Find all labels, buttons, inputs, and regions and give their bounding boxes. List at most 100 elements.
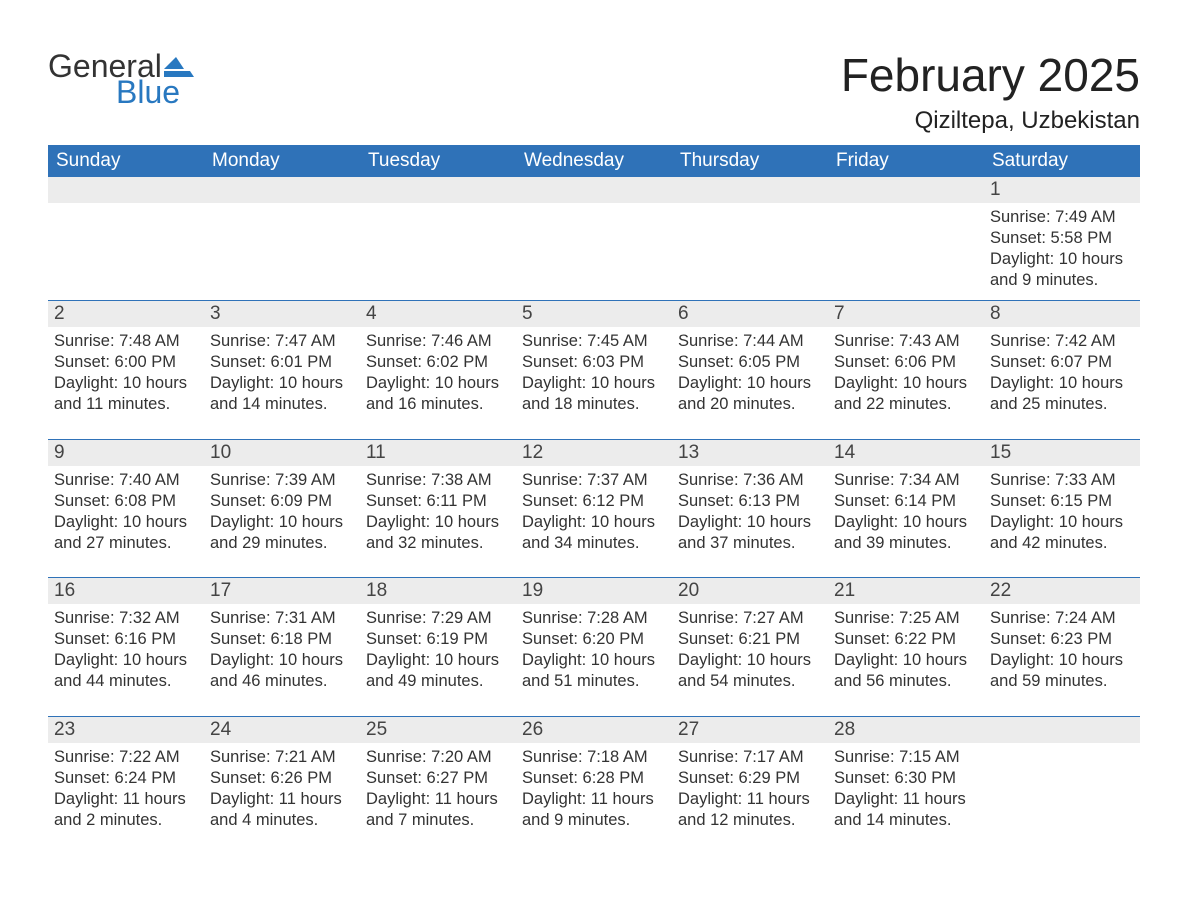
day-number: 4 (360, 301, 516, 327)
daylight-text: Daylight: 10 hours and 34 minutes. (522, 512, 666, 554)
day-cell (360, 177, 516, 301)
sunrise-text: Sunrise: 7:32 AM (54, 608, 198, 629)
sunrise-text: Sunrise: 7:42 AM (990, 331, 1134, 352)
day-info: Sunrise: 7:43 AMSunset: 6:06 PMDaylight:… (828, 327, 984, 421)
sunset-text: Sunset: 6:24 PM (54, 768, 198, 789)
daylight-text: Daylight: 10 hours and 29 minutes. (210, 512, 354, 554)
page-header: General Blue February 2025 Qiziltepa, Uz… (48, 50, 1140, 135)
day-number: 2 (48, 301, 204, 327)
daylight-text: Daylight: 11 hours and 4 minutes. (210, 789, 354, 831)
sunrise-text: Sunrise: 7:27 AM (678, 608, 822, 629)
day-number: 21 (828, 578, 984, 604)
sunset-text: Sunset: 6:13 PM (678, 491, 822, 512)
day-cell: 2Sunrise: 7:48 AMSunset: 6:00 PMDaylight… (48, 301, 204, 439)
day-cell: 10Sunrise: 7:39 AMSunset: 6:09 PMDayligh… (204, 440, 360, 578)
day-info: Sunrise: 7:42 AMSunset: 6:07 PMDaylight:… (984, 327, 1140, 421)
sunset-text: Sunset: 6:01 PM (210, 352, 354, 373)
day-number: 11 (360, 440, 516, 466)
day-info: Sunrise: 7:44 AMSunset: 6:05 PMDaylight:… (672, 327, 828, 421)
day-cell: 7Sunrise: 7:43 AMSunset: 6:06 PMDaylight… (828, 301, 984, 439)
day-cell (984, 717, 1140, 855)
day-info: Sunrise: 7:45 AMSunset: 6:03 PMDaylight:… (516, 327, 672, 421)
day-cell: 21Sunrise: 7:25 AMSunset: 6:22 PMDayligh… (828, 578, 984, 716)
sunrise-text: Sunrise: 7:40 AM (54, 470, 198, 491)
sunset-text: Sunset: 6:27 PM (366, 768, 510, 789)
sunset-text: Sunset: 5:58 PM (990, 228, 1134, 249)
sunset-text: Sunset: 6:28 PM (522, 768, 666, 789)
day-number: 25 (360, 717, 516, 743)
day-info: Sunrise: 7:28 AMSunset: 6:20 PMDaylight:… (516, 604, 672, 698)
daylight-text: Daylight: 10 hours and 11 minutes. (54, 373, 198, 415)
sunset-text: Sunset: 6:21 PM (678, 629, 822, 650)
day-cell: 6Sunrise: 7:44 AMSunset: 6:05 PMDaylight… (672, 301, 828, 439)
sunset-text: Sunset: 6:07 PM (990, 352, 1134, 373)
sunset-text: Sunset: 6:19 PM (366, 629, 510, 650)
daylight-text: Daylight: 10 hours and 9 minutes. (990, 249, 1134, 291)
sunrise-text: Sunrise: 7:43 AM (834, 331, 978, 352)
day-cell (828, 177, 984, 301)
day-info: Sunrise: 7:20 AMSunset: 6:27 PMDaylight:… (360, 743, 516, 837)
sunrise-text: Sunrise: 7:25 AM (834, 608, 978, 629)
day-info: Sunrise: 7:34 AMSunset: 6:14 PMDaylight:… (828, 466, 984, 560)
day-cell: 5Sunrise: 7:45 AMSunset: 6:03 PMDaylight… (516, 301, 672, 439)
day-info: Sunrise: 7:49 AMSunset: 5:58 PMDaylight:… (984, 203, 1140, 297)
weekday-header: Wednesday (516, 145, 672, 177)
sunset-text: Sunset: 6:16 PM (54, 629, 198, 650)
daylight-text: Daylight: 10 hours and 51 minutes. (522, 650, 666, 692)
day-cell: 15Sunrise: 7:33 AMSunset: 6:15 PMDayligh… (984, 440, 1140, 578)
day-info: Sunrise: 7:18 AMSunset: 6:28 PMDaylight:… (516, 743, 672, 837)
day-cell: 24Sunrise: 7:21 AMSunset: 6:26 PMDayligh… (204, 717, 360, 855)
sunset-text: Sunset: 6:12 PM (522, 491, 666, 512)
calendar-page: General Blue February 2025 Qiziltepa, Uz… (0, 0, 1188, 918)
calendar-body: 1Sunrise: 7:49 AMSunset: 5:58 PMDaylight… (48, 177, 1140, 855)
day-number: 9 (48, 440, 204, 466)
sunrise-text: Sunrise: 7:29 AM (366, 608, 510, 629)
day-cell: 19Sunrise: 7:28 AMSunset: 6:20 PMDayligh… (516, 578, 672, 716)
day-cell (672, 177, 828, 301)
daylight-text: Daylight: 10 hours and 14 minutes. (210, 373, 354, 415)
sunset-text: Sunset: 6:29 PM (678, 768, 822, 789)
sunset-text: Sunset: 6:23 PM (990, 629, 1134, 650)
week-row: 16Sunrise: 7:32 AMSunset: 6:16 PMDayligh… (48, 578, 1140, 716)
sunset-text: Sunset: 6:06 PM (834, 352, 978, 373)
day-number-empty (828, 177, 984, 203)
sunset-text: Sunset: 6:26 PM (210, 768, 354, 789)
day-info: Sunrise: 7:39 AMSunset: 6:09 PMDaylight:… (204, 466, 360, 560)
day-number: 3 (204, 301, 360, 327)
day-number: 8 (984, 301, 1140, 327)
weekday-header: Monday (204, 145, 360, 177)
day-cell: 9Sunrise: 7:40 AMSunset: 6:08 PMDaylight… (48, 440, 204, 578)
day-cell: 13Sunrise: 7:36 AMSunset: 6:13 PMDayligh… (672, 440, 828, 578)
sunrise-text: Sunrise: 7:49 AM (990, 207, 1134, 228)
day-cell: 4Sunrise: 7:46 AMSunset: 6:02 PMDaylight… (360, 301, 516, 439)
week-row: 9Sunrise: 7:40 AMSunset: 6:08 PMDaylight… (48, 440, 1140, 578)
sunrise-text: Sunrise: 7:31 AM (210, 608, 354, 629)
day-info: Sunrise: 7:24 AMSunset: 6:23 PMDaylight:… (984, 604, 1140, 698)
day-cell: 11Sunrise: 7:38 AMSunset: 6:11 PMDayligh… (360, 440, 516, 578)
day-info: Sunrise: 7:48 AMSunset: 6:00 PMDaylight:… (48, 327, 204, 421)
day-number-empty (48, 177, 204, 203)
day-number: 28 (828, 717, 984, 743)
calendar-table: Sunday Monday Tuesday Wednesday Thursday… (48, 145, 1140, 855)
day-cell: 14Sunrise: 7:34 AMSunset: 6:14 PMDayligh… (828, 440, 984, 578)
day-cell (204, 177, 360, 301)
daylight-text: Daylight: 10 hours and 54 minutes. (678, 650, 822, 692)
sunrise-text: Sunrise: 7:15 AM (834, 747, 978, 768)
day-info: Sunrise: 7:21 AMSunset: 6:26 PMDaylight:… (204, 743, 360, 837)
daylight-text: Daylight: 10 hours and 56 minutes. (834, 650, 978, 692)
day-info: Sunrise: 7:32 AMSunset: 6:16 PMDaylight:… (48, 604, 204, 698)
daylight-text: Daylight: 10 hours and 46 minutes. (210, 650, 354, 692)
page-subtitle: Qiziltepa, Uzbekistan (841, 107, 1140, 135)
day-cell (48, 177, 204, 301)
sunrise-text: Sunrise: 7:24 AM (990, 608, 1134, 629)
sunrise-text: Sunrise: 7:39 AM (210, 470, 354, 491)
sunset-text: Sunset: 6:11 PM (366, 491, 510, 512)
sunrise-text: Sunrise: 7:45 AM (522, 331, 666, 352)
day-number: 1 (984, 177, 1140, 203)
sunrise-text: Sunrise: 7:46 AM (366, 331, 510, 352)
sunset-text: Sunset: 6:18 PM (210, 629, 354, 650)
sunrise-text: Sunrise: 7:34 AM (834, 470, 978, 491)
day-info: Sunrise: 7:25 AMSunset: 6:22 PMDaylight:… (828, 604, 984, 698)
day-cell: 1Sunrise: 7:49 AMSunset: 5:58 PMDaylight… (984, 177, 1140, 301)
sunset-text: Sunset: 6:00 PM (54, 352, 198, 373)
